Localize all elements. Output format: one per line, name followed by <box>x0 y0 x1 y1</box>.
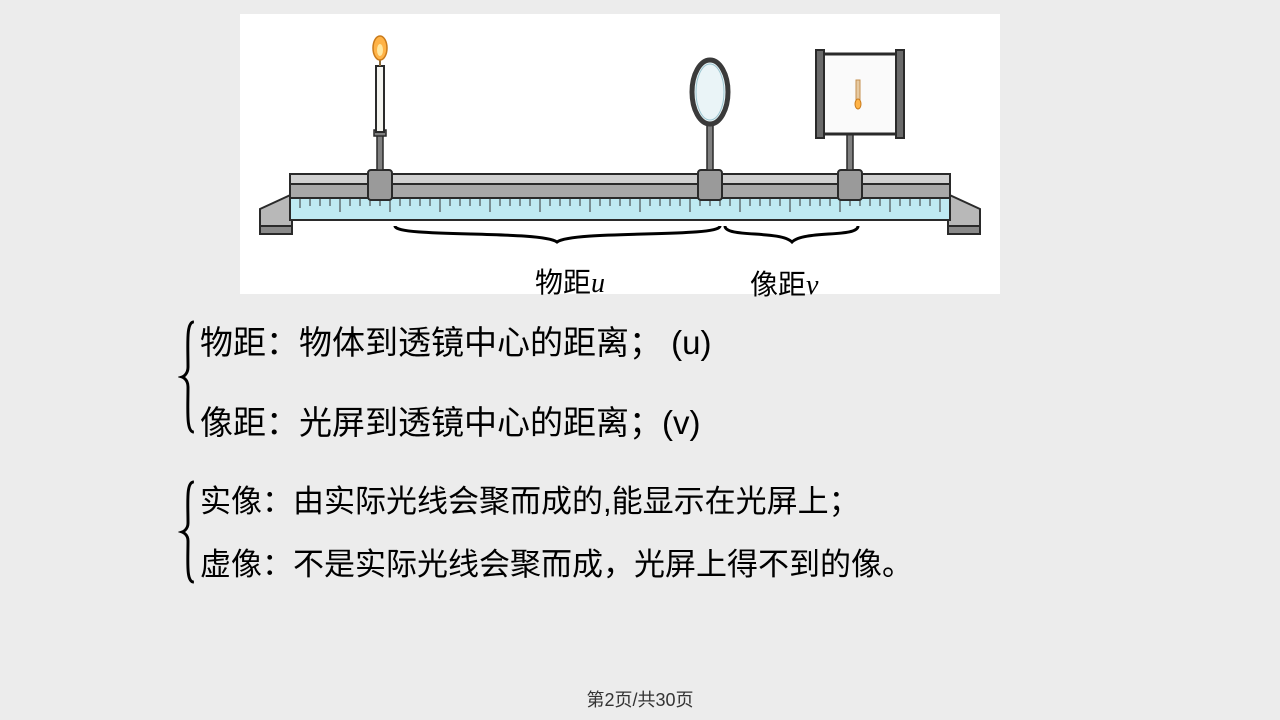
def-image-distance: 像距：光屏到透镜中心的距离；(v) <box>200 396 1200 444</box>
label-u-var: u <box>591 268 605 299</box>
slider-lens <box>698 124 722 200</box>
label-u-text: 物距 <box>535 267 591 298</box>
label-object-distance: 物距u <box>535 261 605 301</box>
label-image-distance: 像距v <box>750 263 818 303</box>
def-virtual-image: 虚像：不是实际光线会聚而成，光屏上得不到的像。 <box>200 539 1200 584</box>
candle-icon <box>373 36 387 132</box>
def-group-distances: 物距：物体到透镜中心的距离； (u) 像距：光屏到透镜中心的距离；(v) <box>200 316 1200 444</box>
definitions-block: 物距：物体到透镜中心的距离； (u) 像距：光屏到透镜中心的距离；(v) 实像：… <box>200 316 1200 602</box>
def-real-image: 实像：由实际光线会聚而成的,能显示在光屏上； <box>200 476 1200 521</box>
brace-v <box>725 226 858 242</box>
page-footer: 第2页/共30页 <box>0 686 1280 712</box>
slide: 物距u 像距v 物距：物体到透镜中心的距离； (u) 像距：光屏到透镜中心的距离… <box>0 0 1280 720</box>
slider-screen <box>838 132 862 200</box>
slider-candle <box>368 130 392 200</box>
brace-u <box>395 226 720 242</box>
def-object-distance: 物距：物体到透镜中心的距离； (u) <box>200 316 1200 364</box>
optical-bench-diagram <box>240 14 1000 294</box>
brace-icon <box>178 478 198 586</box>
label-v-var: v <box>806 270 818 301</box>
label-v-text: 像距 <box>750 269 806 300</box>
bench-svg <box>240 14 1000 294</box>
brace-icon <box>178 318 198 436</box>
def-group-images: 实像：由实际光线会聚而成的,能显示在光屏上； 虚像：不是实际光线会聚而成，光屏上… <box>200 476 1200 584</box>
screen-icon <box>816 50 904 138</box>
lens-icon <box>692 60 728 124</box>
